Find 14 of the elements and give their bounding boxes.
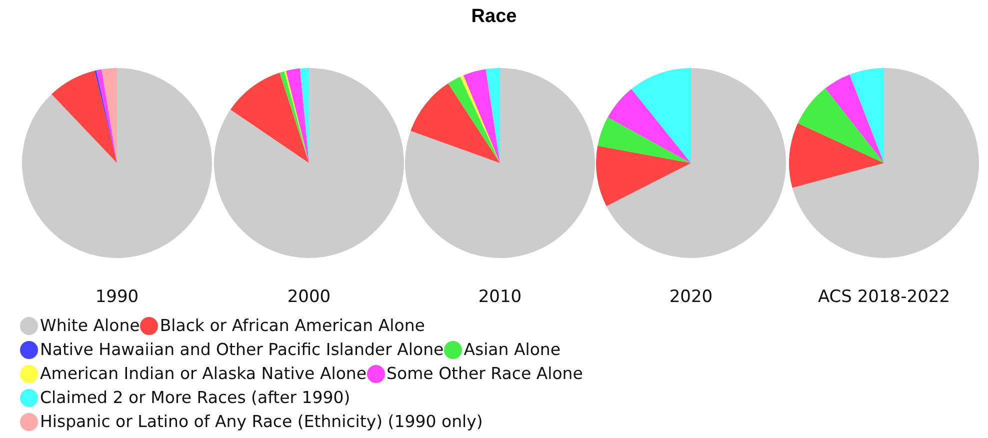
legend-label: Asian Alone xyxy=(464,339,561,361)
chart-title: Race xyxy=(470,6,518,28)
legend-label: Claimed 2 or More Races (after 1990) xyxy=(40,387,350,409)
legend-label: American Indian or Alaska Native Alone xyxy=(40,363,367,385)
legend-label: Black or African American Alone xyxy=(160,315,425,337)
slice-label: 1990 xyxy=(94,287,140,307)
legend-label: Some Other Race Alone xyxy=(386,363,583,385)
legend-label: Native Hawaiian and Other Pacific Islander Alone xyxy=(40,339,444,361)
slice-label: 2000 xyxy=(286,287,332,307)
slice-label: 2020 xyxy=(668,287,714,307)
slice-label: ACS 2018-2022 xyxy=(816,287,952,307)
legend-label: Hispanic or Latino of Any Race (Ethnicity) (1990 only) xyxy=(40,411,483,433)
legend-label: White Alone xyxy=(40,315,140,337)
slice-label: 2010 xyxy=(477,287,523,307)
